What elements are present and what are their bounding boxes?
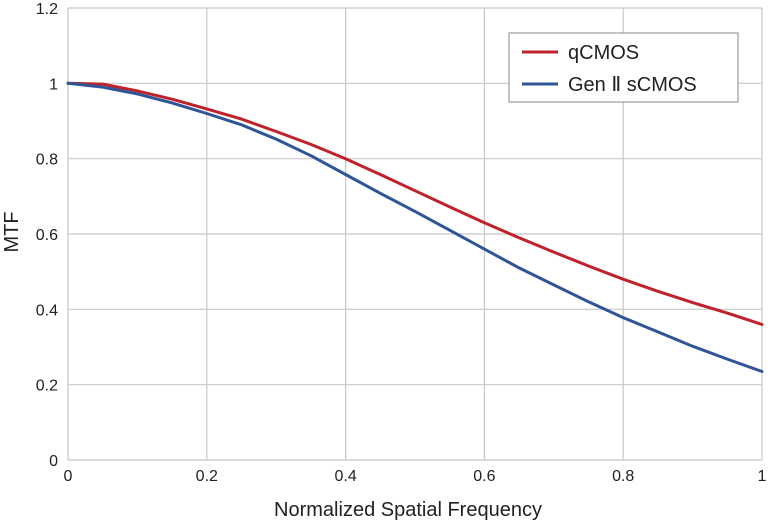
y-axis-title: MTF	[1, 211, 23, 252]
legend: qCMOS Gen Ⅱ sCMOS	[508, 32, 739, 103]
x-axis-title: Normalized Spatial Frequency	[274, 499, 542, 521]
x-tick-labels: 0 0.2 0.4 0.6 0.8 1	[64, 468, 767, 485]
x-tick-label: 0.8	[612, 468, 634, 485]
series-lines	[66, 81, 764, 373]
series-line-qcmos	[66, 81, 764, 326]
y-tick-label: 1.2	[36, 1, 58, 18]
legend-label-qcmos: qCMOS	[568, 42, 639, 64]
y-tick-label: 0.4	[36, 302, 58, 319]
y-tick-label: 0.2	[36, 378, 58, 395]
x-tick-label: 0.4	[334, 468, 356, 485]
x-tick-label: 0.2	[196, 468, 218, 485]
y-tick-label: 0.6	[36, 227, 58, 244]
x-tick-label: 1	[758, 468, 767, 485]
y-tick-label: 1	[49, 76, 58, 93]
grid-lines	[67, 7, 763, 461]
y-tick-labels: 0 0.2 0.4 0.6 0.8 1 1.2	[36, 1, 58, 470]
legend-label-gen2-scmos: Gen Ⅱ sCMOS	[568, 74, 697, 96]
x-tick-label: 0.6	[473, 468, 495, 485]
x-tick-label: 0	[64, 468, 73, 485]
series-line-gen2-scmos	[66, 81, 764, 373]
y-tick-label: 0	[49, 453, 58, 470]
legend-box	[508, 32, 739, 103]
y-tick-label: 0.8	[36, 152, 58, 169]
